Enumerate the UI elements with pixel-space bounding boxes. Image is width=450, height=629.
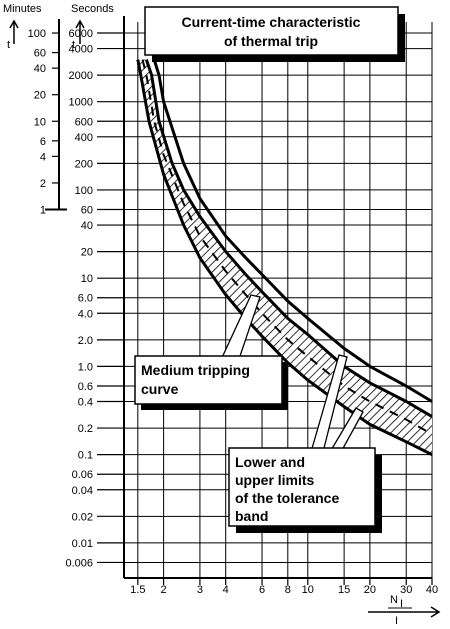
tolerance-band bbox=[137, 59, 433, 455]
tolerance-annotation-line-1: Lower and bbox=[235, 454, 305, 470]
medium-tripping-curve bbox=[141, 59, 433, 436]
seconds-tick-label: 0.4 bbox=[78, 397, 93, 409]
x-tick-label: 2 bbox=[161, 584, 167, 596]
chart-title-box: Current-time characteristic of thermal t… bbox=[144, 6, 405, 62]
tolerance-upper-pointer bbox=[328, 407, 364, 453]
x-tick-label: 1.5 bbox=[130, 584, 145, 596]
x-axis-label: N bbox=[390, 594, 398, 606]
seconds-tick-label: 400 bbox=[75, 132, 93, 144]
seconds-tick-label: 0.02 bbox=[72, 511, 93, 523]
x-tick-label: 4 bbox=[223, 584, 229, 596]
seconds-tick-label: 2000 bbox=[69, 70, 93, 82]
minutes-tick-label: 60 bbox=[34, 48, 46, 60]
seconds-tick-label: 0.2 bbox=[78, 423, 93, 435]
x-axis-arrow bbox=[368, 606, 441, 618]
seconds-tick-label: 10 bbox=[81, 273, 93, 285]
seconds-tick-label: 20 bbox=[81, 247, 93, 259]
seconds-axis-symbol: t bbox=[72, 39, 75, 51]
seconds-tick-label: 40 bbox=[81, 220, 93, 232]
outer-curve bbox=[152, 59, 433, 403]
tolerance-band-fill bbox=[137, 59, 433, 455]
seconds-tick-label: 0.01 bbox=[72, 538, 93, 550]
chart-title-line-2: of thermal trip bbox=[224, 33, 318, 49]
tolerance-annotation-line-2: upper limits bbox=[235, 472, 315, 488]
chart-axes bbox=[9, 16, 441, 618]
x-tick-label: 40 bbox=[426, 584, 438, 596]
seconds-tick-label: 100 bbox=[75, 185, 93, 197]
minutes-tick-label: 10 bbox=[34, 116, 46, 128]
seconds-tick-label: 6000 bbox=[69, 28, 93, 40]
seconds-tick-label: 0.06 bbox=[72, 469, 93, 481]
minutes-axis-header: Minutes bbox=[3, 3, 42, 15]
seconds-tick-label: 1.0 bbox=[78, 361, 93, 373]
seconds-tick-label: 0.6 bbox=[78, 381, 93, 393]
seconds-axis-header: Seconds bbox=[71, 3, 114, 15]
x-tick-label: 3 bbox=[197, 584, 203, 596]
x-tick-label: 15 bbox=[338, 584, 350, 596]
upper-limit-curve bbox=[144, 59, 433, 418]
seconds-tick-label: 600 bbox=[75, 116, 93, 128]
seconds-tick-label: 200 bbox=[75, 158, 93, 170]
x-tick-label: 6 bbox=[259, 584, 265, 596]
seconds-tick-label: 1000 bbox=[69, 97, 93, 109]
minutes-tick-label: 4 bbox=[40, 151, 46, 163]
tolerance-annotation: Lower and upper limits of the tolerance … bbox=[228, 354, 382, 533]
minutes-tick-label: 6 bbox=[40, 136, 46, 148]
x-tick-label: 10 bbox=[302, 584, 314, 596]
chart-title-line-1: Current-time characteristic bbox=[182, 14, 361, 30]
minutes-up-arrow bbox=[9, 19, 19, 44]
medium-curve-annotation-line-1: Medium tripping bbox=[141, 362, 250, 378]
medium-curve-annotation-line-2: curve bbox=[141, 381, 179, 397]
seconds-tick-label: 4000 bbox=[69, 44, 93, 56]
minutes-tick-label: 100 bbox=[28, 28, 46, 40]
seconds-tick-label: 0.006 bbox=[65, 557, 93, 569]
x-tick-label: 20 bbox=[364, 584, 376, 596]
chart-tick-labels: 1.5 2 3 4 6 8 10 15 20 30 406000400020001000600400… bbox=[28, 28, 438, 596]
tolerance-annotation-line-4: band bbox=[235, 508, 268, 524]
medium-curve-annotation: Medium tripping curve bbox=[134, 294, 288, 410]
seconds-tick-label: 2.0 bbox=[78, 335, 93, 347]
seconds-tick-label: 4.0 bbox=[78, 308, 93, 320]
tolerance-annotation-line-3: of the tolerance bbox=[235, 490, 339, 506]
minutes-tick-label: 40 bbox=[34, 63, 46, 75]
seconds-tick-label: 6.0 bbox=[78, 293, 93, 305]
minutes-tick-label: 2 bbox=[40, 178, 46, 190]
x-axis-label-subscript: I bbox=[400, 598, 403, 610]
seconds-tick-label: 60 bbox=[81, 205, 93, 217]
x-tick-label: 30 bbox=[400, 584, 412, 596]
seconds-up-arrow bbox=[75, 19, 85, 44]
minutes-axis-symbol: t bbox=[7, 39, 10, 51]
seconds-tick-label: 0.1 bbox=[78, 450, 93, 462]
minutes-tick-label: 1 bbox=[40, 205, 46, 217]
seconds-tick-label: 0.04 bbox=[72, 485, 93, 497]
minutes-tick-label: 20 bbox=[34, 90, 46, 102]
x-axis-label-denominator: I bbox=[395, 615, 398, 627]
x-tick-label: 8 bbox=[285, 584, 291, 596]
